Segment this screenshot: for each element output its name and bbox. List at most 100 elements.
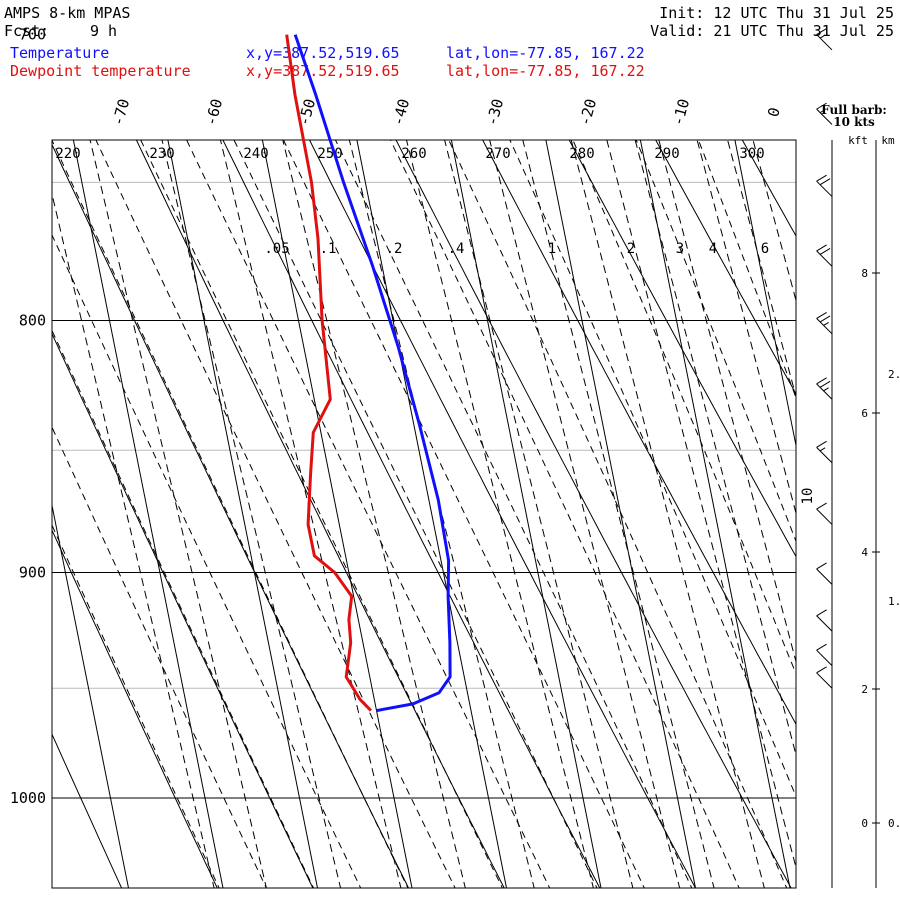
moist-adiabat-line <box>572 140 796 676</box>
wind-barb <box>816 102 833 125</box>
km-tick-label: 1. <box>888 595 900 608</box>
mixing-ratio-line <box>522 140 715 888</box>
wind-barb <box>816 244 833 267</box>
plot-area <box>0 4 900 900</box>
dry-adiabat-label: 260 <box>401 146 426 162</box>
dry-adiabat-line <box>52 332 314 888</box>
mixing-ratio-label: 2 <box>627 241 635 257</box>
wind-barb <box>816 28 833 51</box>
wind-barb <box>816 174 833 197</box>
legend-dewpoint-label: Dewpoint temperature <box>10 62 191 80</box>
dry-adiabat-label: 240 <box>243 146 268 162</box>
legend-dewpoint-latlon: lat,lon=-77.85, 167.22 <box>446 62 645 80</box>
isotherm-line <box>829 140 900 888</box>
legend-temperature-xy: x,y=387.52,519.65 <box>246 44 400 62</box>
mixing-ratio-line <box>634 140 796 757</box>
mixing-ratio-line <box>489 140 681 888</box>
moist-adiabat-line <box>282 140 645 888</box>
isotherm-line <box>72 140 224 888</box>
isotherm-label: -60 <box>202 97 226 128</box>
wind-barb <box>816 643 833 666</box>
moist-adiabat-line <box>448 140 788 888</box>
dry-adiabat-line <box>741 140 796 237</box>
km-unit-label: km <box>881 134 895 147</box>
theta-e-label: 10 <box>800 488 816 505</box>
mixing-ratio-line <box>658 140 796 664</box>
isotherm-label: -70 <box>109 97 133 128</box>
wind-barb <box>816 609 833 632</box>
moist-adiabat-line <box>334 140 693 888</box>
isotherm-line <box>52 502 129 888</box>
isotherm-label: 0 <box>764 106 784 119</box>
isotherm-line <box>356 140 507 888</box>
kft-tick-label: 0 <box>861 817 868 830</box>
mixing-ratio-label: .4 <box>448 241 465 257</box>
moist-adiabat-line <box>140 140 503 888</box>
isotherm-line <box>734 140 796 449</box>
mixing-ratio-line <box>52 191 215 888</box>
moist-adiabat-line <box>52 233 362 888</box>
forecast-hour: 9 h <box>90 22 118 40</box>
moist-adiabat-line <box>186 140 551 888</box>
legend-temperature-label: Temperature <box>10 44 110 62</box>
pressure-tick-label: 900 <box>19 564 46 582</box>
mixing-ratio-line <box>161 140 342 888</box>
mixing-ratio-label: 1 <box>548 241 556 257</box>
dry-adiabat-line <box>395 140 792 888</box>
mixing-ratio-label: .1 <box>320 241 337 257</box>
mixing-ratio-line <box>89 140 267 888</box>
pressure-tick-label: 800 <box>19 311 46 329</box>
wind-barb <box>816 502 833 525</box>
dry-adiabat-label: 250 <box>317 146 342 162</box>
moist-adiabat-line <box>52 329 315 888</box>
dry-adiabat-label: 270 <box>485 146 510 162</box>
wind-panel-subtitle: 10 kts <box>833 115 875 129</box>
temperature-profile-line <box>293 34 452 713</box>
moist-adiabat-line <box>509 140 796 798</box>
mixing-ratio-line <box>219 140 402 888</box>
isotherm-line <box>261 140 413 888</box>
plot-frame <box>51 139 797 889</box>
mixing-ratio-label: .2 <box>386 241 403 257</box>
wind-barb <box>816 311 833 335</box>
mixing-ratio-line <box>696 140 796 516</box>
model-title: AMPS 8-km MPAS <box>4 4 131 22</box>
isotherm-label: -10 <box>669 97 693 128</box>
moist-adiabat-line <box>52 426 267 888</box>
mixing-ratio-line <box>727 140 796 399</box>
pressure-tick-label: 700 <box>19 26 46 44</box>
legend-dewpoint-xy: x,y=387.52,519.65 <box>246 62 400 80</box>
mixing-ratio-label: 6 <box>761 241 769 257</box>
mixing-ratio-line <box>570 140 765 888</box>
isotherm-label: -40 <box>389 97 413 128</box>
wind-barb <box>816 377 833 400</box>
kft-tick-label: 6 <box>861 407 868 420</box>
mixing-ratio-line <box>282 140 466 888</box>
dry-adiabat-line <box>308 140 697 888</box>
mixing-ratio-line <box>606 140 796 870</box>
pressure-tick-label: 1000 <box>10 789 46 807</box>
kft-tick-label: 2 <box>861 683 868 696</box>
km-tick-label: 0. <box>888 817 900 830</box>
kft-tick-label: 8 <box>861 267 868 280</box>
moist-adiabat-line <box>635 140 796 543</box>
dry-adiabat-line <box>482 140 796 726</box>
dry-adiabat-line <box>655 140 796 395</box>
kft-tick-label: 4 <box>861 546 868 559</box>
dry-adiabat-line <box>752 4 900 900</box>
dry-adiabat-line <box>568 140 796 558</box>
mixing-ratio-label: .05 <box>264 241 289 257</box>
dewpoint-profile-line <box>285 34 372 712</box>
mixing-ratio-label: 4 <box>709 241 717 257</box>
kft-unit-label: kft <box>848 134 868 147</box>
isotherm-line <box>450 140 602 888</box>
dry-adiabat-line <box>52 529 218 888</box>
isotherm-line <box>0 140 34 888</box>
valid-time: Valid: 21 UTC Thu 31 Jul 25 <box>650 22 894 40</box>
mixing-ratio-line <box>405 140 594 888</box>
moist-adiabat-line <box>52 524 220 888</box>
moist-adiabat-line <box>389 140 740 888</box>
dry-adiabat-label: 230 <box>149 146 174 162</box>
moist-adiabat-line <box>52 140 409 888</box>
dry-adiabat-label: 290 <box>654 146 679 162</box>
